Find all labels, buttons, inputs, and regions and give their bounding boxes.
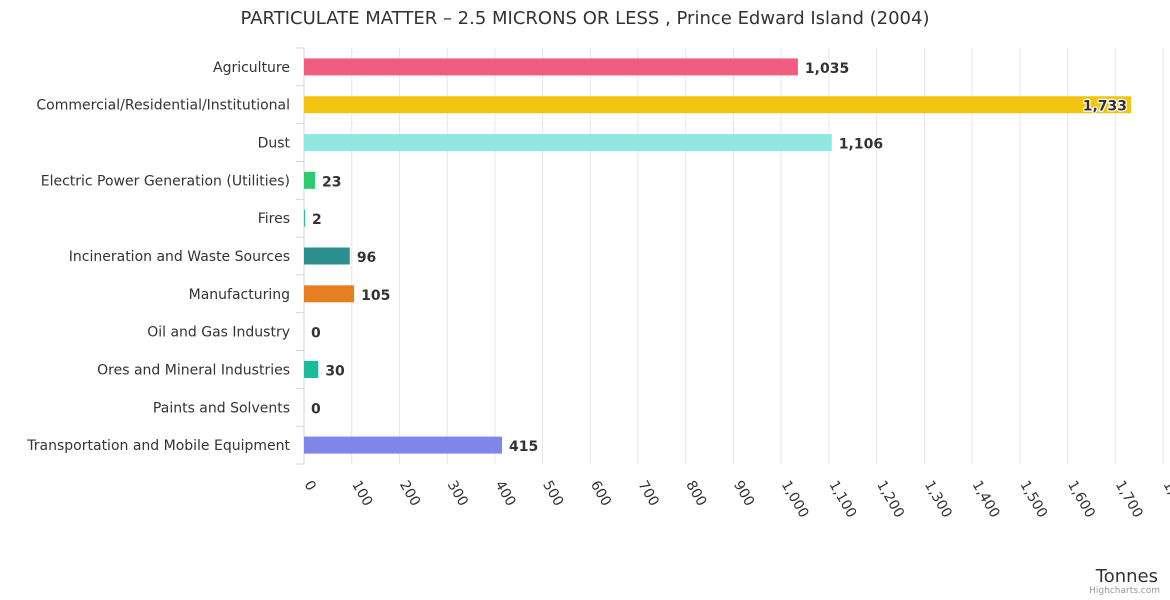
x-tick-label: 1,800 [1160,478,1170,521]
x-tick-label: 0 [301,478,319,494]
x-tick-label: 900 [730,478,757,509]
bar[interactable] [304,285,355,303]
category-label: Paints and Solvents [153,400,290,416]
data-labels: 1,035 1,733 1,106 23 2 96 105 0 30 0 415 [310,60,1129,457]
data-label: 0 [311,326,321,342]
x-axis-title: Tonnes [1095,566,1158,587]
x-tick-label: 800 [682,478,709,509]
x-tick-label: 1,300 [921,478,955,521]
x-tick-label: 700 [635,478,662,509]
category-label: Ores and Mineral Industries [97,362,290,378]
data-label: 30 [325,363,345,379]
credits-link[interactable]: Highcharts.com [1089,586,1160,596]
x-tick-label: 1,500 [1016,478,1050,521]
bar[interactable] [304,58,798,76]
data-label: 1,733 [1083,99,1127,115]
bar[interactable] [304,171,315,189]
bar[interactable] [304,209,305,227]
category-label: Manufacturing [189,287,290,303]
category-label: Dust [258,136,291,152]
x-tick-label: 1,100 [825,478,859,521]
data-label: 415 [509,439,538,455]
bar[interactable] [304,96,1132,114]
data-label: 1,035 [805,61,849,77]
bar[interactable] [304,247,350,265]
bar[interactable] [304,436,503,454]
x-tick-label: 1,700 [1112,478,1146,521]
category-label: Incineration and Waste Sources [69,249,290,265]
x-tick-label: 400 [491,478,518,509]
x-tick-label: 1,400 [969,478,1003,521]
chart-title: PARTICULATE MATTER – 2.5 MICRONS OR LESS… [241,8,930,29]
bar[interactable] [304,134,832,152]
x-tick-label: 1,600 [1064,478,1098,521]
category-label: Electric Power Generation (Utilities) [41,173,290,189]
x-tick-label: 600 [587,478,614,509]
x-tick-label: 100 [348,478,375,509]
bar[interactable] [304,360,319,378]
x-tick-label: 1,200 [873,478,907,521]
category-label: Commercial/Residential/Institutional [36,98,290,114]
data-label: 2 [312,212,322,228]
x-tick-label: 200 [396,478,423,509]
data-label: 23 [322,174,341,190]
category-labels: Agriculture Commercial/Residential/Instit… [26,60,290,454]
data-label: 0 [311,401,321,417]
category-label: Agriculture [213,60,290,76]
data-label: 96 [357,250,376,266]
category-label: Transportation and Mobile Equipment [26,438,290,454]
data-label: 105 [361,288,390,304]
bars [304,58,1132,454]
x-tick-label: 500 [539,478,566,509]
category-label: Fires [258,211,290,227]
x-tick-label: 1,000 [778,478,812,521]
data-label: 1,106 [839,137,883,153]
grid-lines [303,48,1164,464]
x-tick-label: 300 [444,478,471,509]
category-label: Oil and Gas Industry [147,325,290,341]
